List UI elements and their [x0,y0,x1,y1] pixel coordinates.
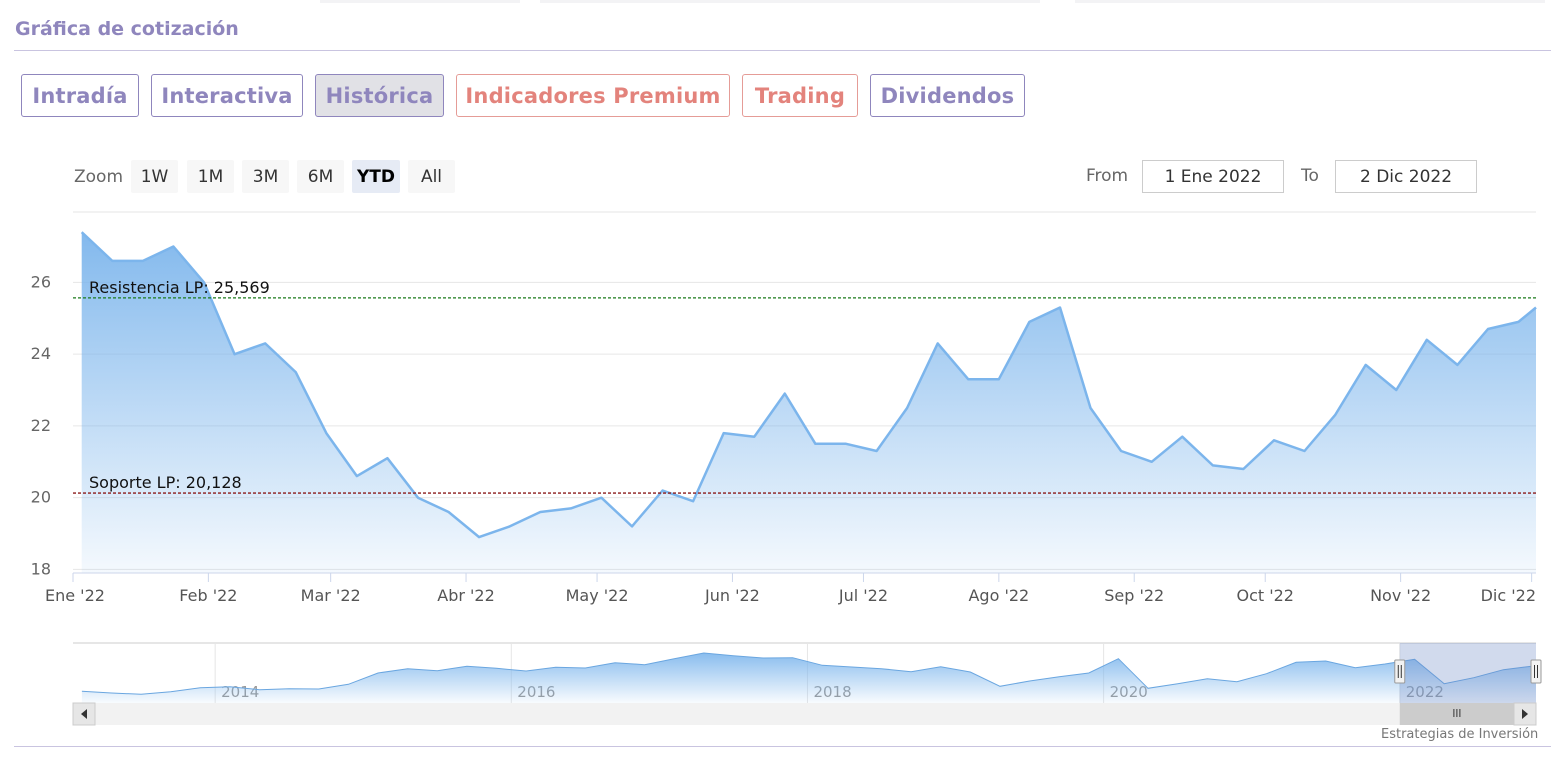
navigator[interactable]: 20142016201820202022 [73,642,1542,703]
y-axis: 18 20 22 24 26 [31,272,51,578]
x-tick-label: Jul '22 [838,586,888,605]
section-title: Gráfica de cotización [15,18,239,40]
x-tick-label: Ago '22 [968,586,1029,605]
x-tick-label: May '22 [566,586,629,605]
plot-line-label: Soporte LP: 20,128 [89,473,242,492]
x-tick-label: Nov '22 [1370,586,1431,605]
scrollbar-track[interactable] [73,703,1536,725]
scrollbar[interactable] [72,702,1537,726]
zoom-1w-button[interactable]: 1W [131,160,178,193]
top-faint-bar [320,0,520,3]
x-tick-label: Dic '22 [1481,586,1536,605]
plot-lines: Resistencia LP: 25,569 Soporte LP: 20,128 [73,278,1536,494]
zoom-1m-button[interactable]: 1M [187,160,234,193]
chevron-right-icon [1522,709,1528,719]
title-divider [14,50,1551,51]
navigator-handle-body[interactable] [1394,659,1406,684]
range-from-label: From [1086,166,1129,186]
tab-historica[interactable]: Histórica [315,74,444,117]
y-tick-label: 24 [31,344,51,363]
navigator-area [81,653,1536,703]
x-tick-label: Sep '22 [1104,586,1164,605]
top-faint-bar [540,0,1040,3]
x-axis: Ene '22 Feb '22 Mar '22 Abr '22 May '22 Jun '… [45,572,1536,605]
range-from-input[interactable]: 1 Ene 2022 [1142,160,1284,193]
navigator-handle[interactable] [1530,659,1542,684]
zoom-label: Zoom [74,167,124,187]
zoom-ytd-button[interactable]: YTD [352,160,400,193]
x-tick-label: Oct '22 [1236,586,1294,605]
navigator-selection[interactable] [1399,643,1536,703]
navigator-handle[interactable] [1394,659,1406,684]
zoom-all-button[interactable]: All [408,160,455,193]
tab-intradia[interactable]: Intradía [21,74,139,117]
plot-line-label: Resistencia LP: 25,569 [89,278,270,297]
bottom-divider [14,746,1551,747]
top-faint-bar [1075,0,1545,3]
navigator-handle-body[interactable] [1530,659,1542,684]
range-to-label: To [1301,166,1319,186]
tab-interactiva[interactable]: Interactiva [151,74,303,117]
chevron-left-icon [81,709,87,719]
zoom-6m-button[interactable]: 6M [297,160,344,193]
tab-trading[interactable]: Trading [742,74,858,117]
tab-indicadores-premium[interactable]: Indicadores Premium [456,74,730,117]
y-tick-label: 26 [31,272,51,291]
x-tick-label: Abr '22 [437,586,495,605]
watermark: Estrategias de Inversión [1381,727,1539,742]
x-tick-label: Mar '22 [301,586,361,605]
y-tick-label: 18 [31,559,51,578]
y-tick-label: 22 [31,416,51,435]
tab-dividendos[interactable]: Dividendos [870,74,1025,117]
navigator-line [81,652,1537,695]
price-line [80,231,1537,539]
range-to-input[interactable]: 2 Dic 2022 [1335,160,1477,193]
y-tick-label: 20 [31,488,51,507]
price-area [81,232,1537,573]
zoom-3m-button[interactable]: 3M [242,160,289,193]
x-tick-label: Jun '22 [704,586,760,605]
x-tick-label: Ene '22 [45,586,105,605]
x-tick-label: Feb '22 [179,586,237,605]
